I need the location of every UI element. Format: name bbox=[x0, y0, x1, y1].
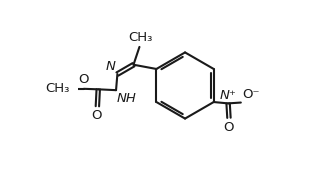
Text: CH₃: CH₃ bbox=[128, 31, 153, 44]
Text: NH: NH bbox=[117, 91, 137, 104]
Text: O: O bbox=[78, 73, 89, 86]
Text: CH₃: CH₃ bbox=[45, 82, 70, 95]
Text: N: N bbox=[106, 60, 115, 73]
Text: O⁻: O⁻ bbox=[243, 88, 260, 101]
Text: O: O bbox=[224, 121, 234, 134]
Text: O: O bbox=[91, 109, 102, 122]
Text: N⁺: N⁺ bbox=[220, 89, 237, 102]
